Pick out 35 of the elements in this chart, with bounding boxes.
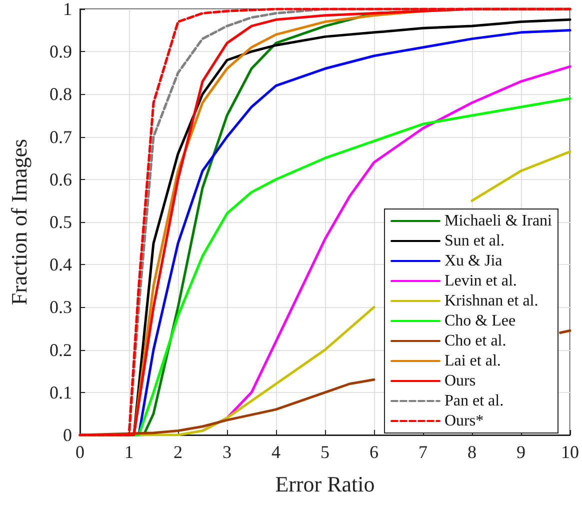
y-tick-label: 0.5 bbox=[50, 212, 72, 232]
y-tick-label: 0 bbox=[63, 425, 72, 445]
legend-label: Ours bbox=[444, 372, 476, 390]
y-tick-label: 0.1 bbox=[50, 382, 72, 402]
y-tick-label: 0.2 bbox=[50, 340, 72, 360]
legend-label: Xu & Jia bbox=[444, 252, 502, 270]
legend-label: Lai et al. bbox=[444, 352, 501, 370]
legend-label: Ours* bbox=[444, 412, 484, 430]
x-tick-label: 0 bbox=[76, 442, 84, 462]
x-tick-label: 7 bbox=[418, 442, 428, 462]
y-tick-label: 0.7 bbox=[50, 126, 72, 147]
legend-label: Cho & Lee bbox=[444, 312, 516, 330]
y-tick-label: 1 bbox=[63, 0, 72, 19]
x-tick-label: 5 bbox=[320, 442, 330, 462]
x-axis-title: Error Ratio bbox=[275, 472, 375, 496]
legend-label: Pan et al. bbox=[444, 392, 504, 410]
x-tick-label: 3 bbox=[222, 442, 232, 462]
x-tick-label: 10 bbox=[561, 442, 579, 462]
x-tick-label: 6 bbox=[370, 442, 378, 462]
y-tick-label: 0.4 bbox=[50, 254, 72, 275]
x-tick-label: 4 bbox=[272, 442, 280, 462]
legend-label: Levin et al. bbox=[444, 272, 517, 290]
y-tick-label: 0.3 bbox=[50, 297, 72, 318]
y-tick-label: 0.9 bbox=[50, 42, 72, 62]
x-tick-label: 1 bbox=[124, 442, 134, 462]
legend-label: Cho et al. bbox=[444, 332, 506, 350]
x-tick-label: 2 bbox=[174, 442, 182, 462]
y-tick-label: 0.6 bbox=[50, 169, 72, 190]
legend-label: Michaeli & Irani bbox=[444, 212, 553, 230]
y-axis-title: Fraction of Images bbox=[6, 138, 32, 306]
x-tick-label: 8 bbox=[468, 442, 476, 462]
x-tick-label: 9 bbox=[516, 442, 526, 462]
y-tick-label: 0.8 bbox=[50, 84, 72, 104]
legend-label: Sun et al. bbox=[444, 232, 504, 250]
legend-label: Krishnan et al. bbox=[444, 292, 538, 310]
